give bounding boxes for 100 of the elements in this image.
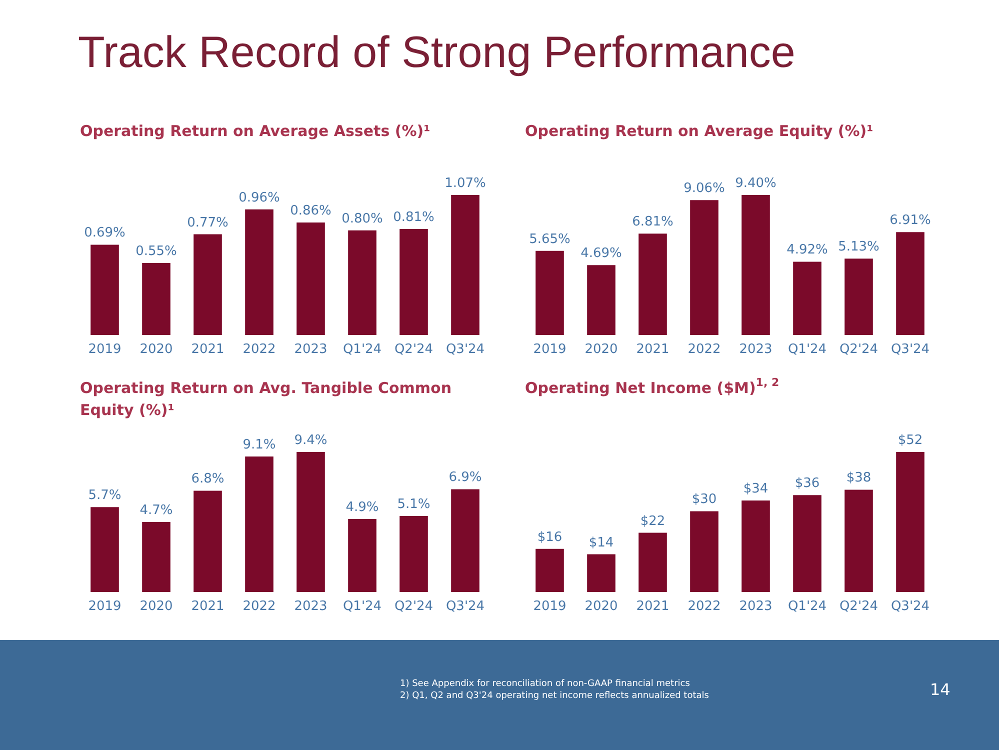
data-label: 0.55%: [136, 244, 177, 260]
data-label: $52: [898, 433, 923, 448]
x-tick-label: 2022: [242, 599, 276, 614]
x-tick-label: 2021: [636, 342, 670, 357]
data-label: 0.81%: [393, 210, 434, 226]
data-label: 1.07%: [444, 176, 486, 191]
x-tick-label: Q3'24: [890, 599, 930, 614]
chart-title: Operating Return on Average Assets (%)¹: [80, 122, 430, 140]
x-tick-label: 2021: [636, 599, 670, 614]
data-label: 9.06%: [684, 181, 725, 196]
text: 2) Q1, Q2 and Q3'24 operating net income reflects annualized totals: [400, 690, 709, 702]
bar: [142, 522, 170, 592]
x-tick-label: Q2'24: [839, 599, 878, 614]
bar: [400, 229, 428, 335]
data-label: 4.9%: [346, 500, 379, 516]
bar: [536, 548, 564, 592]
bar: [690, 200, 718, 335]
text: 1) See Appendix for reconciliation of non-GAAP financial metrics: [400, 678, 691, 690]
x-tick-label: 2022: [242, 342, 276, 357]
bar: [844, 258, 873, 335]
data-label: 5.1%: [397, 497, 430, 512]
bar: [194, 234, 222, 335]
bar: [348, 519, 376, 592]
bar: [296, 222, 325, 335]
data-label: 9.40%: [735, 176, 776, 191]
data-label: 9.4%: [294, 433, 328, 448]
x-tick-label: 2019: [533, 599, 566, 614]
x-tick-label: 2020: [584, 342, 618, 357]
data-label: 0.69%: [84, 226, 126, 241]
bar: [690, 511, 718, 592]
x-tick-label: Q2'24: [839, 342, 878, 357]
x-tick-label: 2021: [191, 599, 224, 614]
x-tick-label: 2019: [88, 342, 122, 357]
bar: [194, 490, 222, 592]
x-tick-label: 2020: [584, 599, 618, 614]
data-label: 4.7%: [140, 503, 173, 518]
data-label: 5.65%: [529, 232, 570, 247]
bar: [793, 495, 822, 592]
data-label: $30: [692, 492, 717, 508]
data-label: 6.81%: [632, 214, 674, 230]
x-tick-label: 2020: [140, 599, 173, 614]
bar: [844, 490, 873, 592]
x-tick-label: 2022: [688, 342, 721, 357]
bar: [896, 232, 924, 335]
x-tick-label: Q3'24: [446, 599, 485, 614]
data-label: 0.86%: [290, 203, 332, 218]
x-tick-label: Q1'24: [788, 599, 827, 614]
data-label: 0.96%: [238, 190, 280, 206]
x-tick-label: Q1'24: [342, 342, 382, 357]
data-label: $38: [846, 470, 872, 486]
bar: [451, 489, 480, 592]
x-tick-label: 2022: [688, 599, 721, 614]
text: Track Record of Strong Performance: [78, 28, 796, 78]
bar: [296, 452, 325, 592]
chart-title: Operating Return on Average Equity (%)¹: [525, 122, 874, 140]
data-label: 5.7%: [88, 488, 122, 504]
bar: [742, 500, 770, 592]
bar: [638, 532, 667, 592]
x-tick-label: 2023: [739, 342, 772, 357]
data-label: $22: [640, 514, 666, 529]
x-tick-label: Q2'24: [394, 599, 434, 614]
data-label: 6.9%: [448, 470, 482, 486]
bar: [536, 250, 564, 335]
bar: [451, 195, 480, 335]
x-tick-label: 2019: [533, 342, 566, 357]
bar: [90, 507, 119, 592]
bar: [896, 452, 924, 592]
x-tick-label: 2023: [739, 599, 772, 614]
bar: [348, 230, 376, 335]
bar: [587, 265, 616, 335]
data-label: $36: [794, 476, 820, 492]
data-label: 0.80%: [342, 211, 383, 226]
x-tick-label: Q3'24: [446, 342, 485, 357]
bar: [742, 195, 770, 335]
x-tick-label: Q1'24: [788, 342, 827, 357]
data-label: 4.92%: [786, 242, 828, 258]
chart-title: Operating Return on Avg. Tangible Common Equity (%)¹: [80, 379, 457, 419]
x-tick-label: Q2'24: [394, 342, 434, 357]
bar: [587, 554, 616, 592]
bar: [245, 456, 274, 592]
bar: [90, 244, 119, 335]
data-label: 5.13%: [838, 240, 880, 255]
x-tick-label: Q1'24: [342, 599, 382, 614]
x-tick-label: Q3'24: [890, 342, 930, 357]
data-label: 9.1%: [242, 437, 276, 452]
data-label: 4.69%: [580, 246, 622, 262]
data-label: 6.91%: [890, 213, 931, 228]
data-label: $14: [588, 535, 614, 550]
x-tick-label: 2023: [294, 342, 328, 357]
bar: [142, 263, 170, 335]
x-tick-label: 2020: [140, 342, 173, 357]
data-label: 6.8%: [191, 472, 224, 487]
x-tick-label: 2021: [191, 342, 224, 357]
bar: [245, 209, 274, 335]
data-label: 0.77%: [187, 215, 228, 230]
text: 14: [930, 680, 950, 699]
data-label: $16: [537, 530, 562, 545]
bar: [638, 234, 667, 335]
x-tick-label: 2023: [294, 599, 328, 614]
bar: [400, 516, 428, 592]
